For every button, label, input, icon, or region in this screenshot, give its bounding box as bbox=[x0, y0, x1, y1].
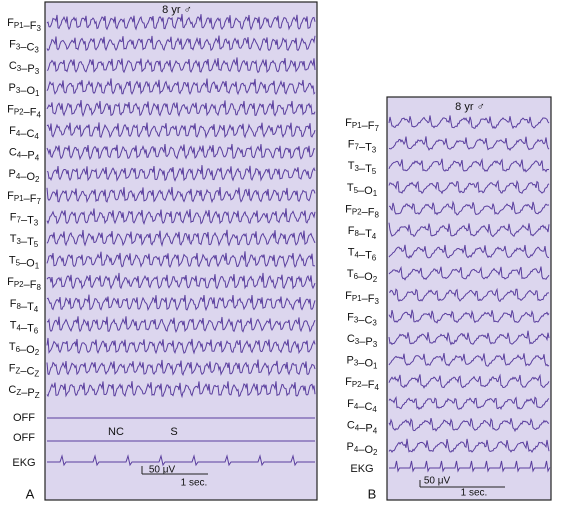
channel-label: FP2–F4 bbox=[345, 376, 379, 392]
eeg-trace bbox=[388, 417, 550, 433]
channel-label: OFF bbox=[13, 412, 35, 424]
eeg-trace bbox=[46, 100, 316, 118]
channel-label: P4–O2 bbox=[347, 441, 378, 457]
eeg-trace bbox=[46, 337, 316, 355]
eeg-trace bbox=[46, 57, 316, 74]
channel-label: C3–P3 bbox=[347, 333, 378, 349]
channel-label: FZ–CZ bbox=[9, 363, 40, 379]
channel-label: P4–O2 bbox=[9, 168, 40, 184]
channel-label: T4–T6 bbox=[348, 247, 377, 263]
eeg-trace bbox=[388, 396, 550, 411]
channel-label: F8–T4 bbox=[348, 225, 377, 241]
channel-label: EKG bbox=[350, 463, 373, 475]
eeg-trace bbox=[46, 294, 316, 312]
eeg-trace bbox=[388, 136, 550, 151]
eeg-trace bbox=[46, 35, 316, 52]
eeg-trace bbox=[388, 244, 550, 259]
channel-label: F4–C4 bbox=[347, 398, 377, 414]
eeg-trace bbox=[46, 143, 316, 161]
ekg-trace bbox=[389, 460, 551, 473]
eeg-trace bbox=[388, 157, 550, 173]
channel-label: OFF bbox=[13, 432, 35, 444]
channel-label: F7–T3 bbox=[10, 211, 39, 227]
eeg-trace bbox=[46, 186, 316, 204]
eeg-trace bbox=[388, 373, 550, 389]
eeg-trace bbox=[388, 353, 550, 367]
channel-label: C4–P4 bbox=[347, 419, 378, 435]
eeg-trace bbox=[46, 208, 316, 225]
eeg-trace bbox=[46, 122, 316, 139]
eeg-trace bbox=[388, 330, 550, 346]
channel-label: C4–P4 bbox=[9, 147, 40, 163]
channel-label: C3–P3 bbox=[9, 60, 40, 76]
channel-label: T3–T5 bbox=[10, 233, 39, 249]
eeg-trace bbox=[388, 309, 550, 324]
eeg-trace bbox=[46, 165, 316, 182]
channel-label: T5–O1 bbox=[347, 182, 378, 198]
marker: S bbox=[170, 426, 177, 438]
channel-label: FP1–F7 bbox=[7, 190, 41, 206]
eeg-trace bbox=[388, 438, 550, 454]
channel-label: F3–C3 bbox=[347, 311, 377, 327]
calibration-bar bbox=[141, 466, 208, 475]
eeg-trace bbox=[389, 287, 550, 303]
channel-label: T5–O1 bbox=[9, 255, 40, 271]
eeg-trace bbox=[388, 179, 550, 195]
eeg-trace bbox=[388, 265, 550, 281]
channel-label: F7–T3 bbox=[348, 139, 377, 155]
panel-title: 8 yr ♂ bbox=[162, 4, 192, 16]
channel-label: F3–C3 bbox=[9, 39, 39, 55]
channel-label: FP1–F7 bbox=[345, 117, 379, 133]
eeg-trace bbox=[46, 272, 316, 290]
eeg-trace bbox=[46, 381, 316, 399]
ekg-trace bbox=[47, 454, 315, 467]
eeg-trace bbox=[46, 316, 316, 334]
eeg-trace bbox=[388, 200, 550, 216]
channel-label: CZ–PZ bbox=[8, 384, 39, 400]
channel-label: T6–O2 bbox=[9, 341, 40, 357]
channel-label: FP2–F8 bbox=[7, 276, 41, 292]
channel-label: FP2–F8 bbox=[345, 203, 379, 219]
calibration-time: 1 sec. bbox=[461, 488, 488, 499]
calibration-amplitude: 50 μV bbox=[149, 465, 176, 476]
channel-label: FP1–F3 bbox=[7, 17, 41, 33]
channel-label: FP2–F4 bbox=[7, 103, 41, 119]
eeg-trace bbox=[46, 229, 316, 248]
eeg-trace bbox=[46, 251, 316, 269]
channel-label: FP1–F3 bbox=[345, 290, 379, 306]
calibration-time: 1 sec. bbox=[181, 478, 208, 489]
panel-letter: B bbox=[368, 486, 377, 501]
panel-title: 8 yr ♂ bbox=[455, 101, 485, 113]
channel-label: T4–T6 bbox=[10, 319, 39, 335]
eeg-trace bbox=[46, 78, 316, 96]
channel-label: F8–T4 bbox=[10, 298, 39, 314]
eeg-trace bbox=[388, 115, 550, 130]
marker: NC bbox=[108, 426, 124, 438]
eeg-trace bbox=[388, 222, 550, 238]
channel-label: P3–O1 bbox=[347, 355, 378, 371]
panel-a-box bbox=[44, 1, 318, 501]
channel-label: P3–O1 bbox=[9, 82, 40, 98]
channel-label: F4–C4 bbox=[9, 125, 39, 141]
eeg-trace bbox=[46, 359, 316, 377]
channel-label: EKG bbox=[12, 457, 35, 469]
panel-b-box bbox=[386, 96, 552, 501]
channel-label: T6–O2 bbox=[347, 268, 378, 284]
panel-letter: A bbox=[26, 486, 35, 501]
calibration-amplitude: 50 μV bbox=[424, 476, 451, 487]
eeg-trace bbox=[46, 13, 316, 31]
calibration-bar bbox=[419, 480, 505, 488]
channel-label: T3–T5 bbox=[348, 160, 377, 176]
